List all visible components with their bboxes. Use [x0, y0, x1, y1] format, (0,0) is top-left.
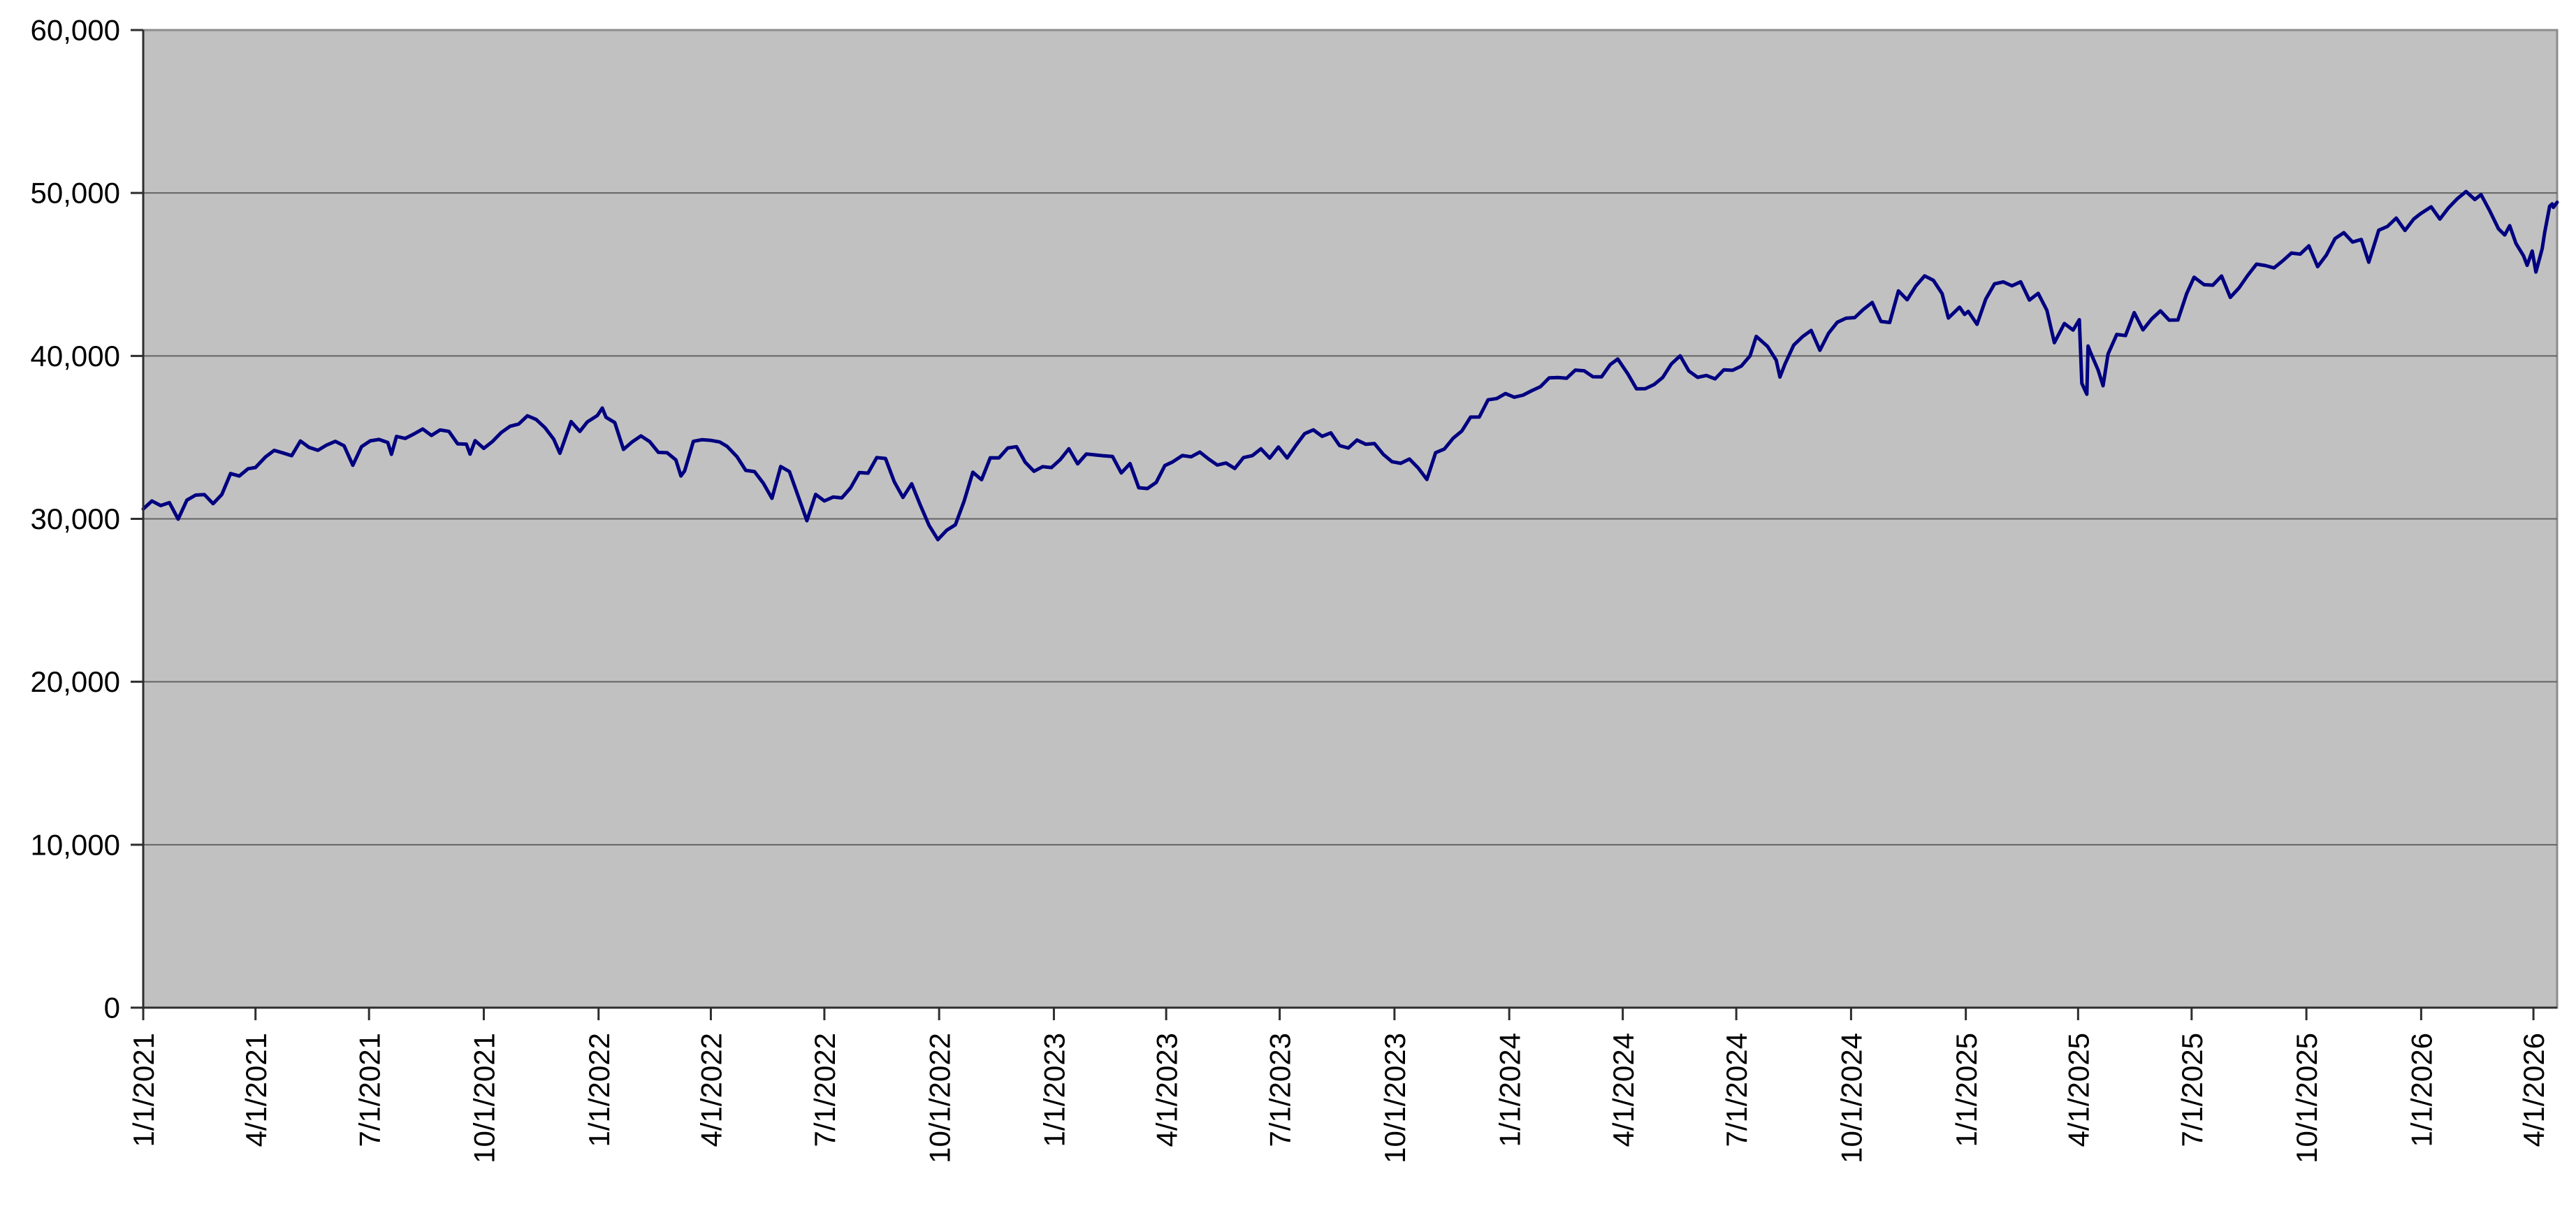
y-tick-label: 0: [104, 992, 120, 1024]
price-line: [141, 189, 2559, 542]
x-tick-label: 10/1/2022: [923, 1033, 956, 1163]
x-tick-label: 1/1/2023: [1038, 1033, 1071, 1147]
x-tick-label: 10/1/2023: [1378, 1033, 1411, 1163]
x-tick-label: 10/1/2021: [468, 1033, 501, 1163]
x-tick-label: 7/1/2023: [1264, 1033, 1297, 1147]
x-tick-label: 1/1/2025: [1950, 1033, 1983, 1147]
y-tick-label: 60,000: [31, 14, 120, 47]
x-tick-label: 4/1/2023: [1150, 1033, 1183, 1147]
x-tick-label: 7/1/2021: [353, 1033, 386, 1147]
x-tick-label: 1/1/2021: [127, 1033, 160, 1147]
x-tick-label: 10/1/2024: [1835, 1033, 1868, 1163]
y-tick-label: 50,000: [31, 177, 120, 210]
x-tick-label: 1/1/2022: [583, 1033, 616, 1147]
x-tick-label: 4/1/2022: [695, 1033, 728, 1147]
y-tick-label: 40,000: [31, 340, 120, 372]
x-tick-label: 10/1/2025: [2290, 1033, 2323, 1163]
x-tick-label: 4/1/2026: [2517, 1033, 2550, 1147]
x-tick-label: 1/1/2024: [1493, 1033, 1526, 1147]
x-tick-label: 4/1/2024: [1607, 1033, 1640, 1147]
x-tick-label: 4/1/2025: [2062, 1033, 2095, 1147]
x-tick-label: 1/1/2026: [2405, 1033, 2438, 1147]
y-tick-label: 30,000: [31, 502, 120, 535]
x-tick-label: 7/1/2025: [2176, 1033, 2208, 1147]
x-tick-label: 7/1/2024: [1720, 1033, 1753, 1147]
x-tick-label: 4/1/2021: [240, 1033, 272, 1147]
y-tick-label: 10,000: [31, 828, 120, 861]
x-tick-label: 7/1/2022: [808, 1033, 841, 1147]
y-tick-label: 20,000: [31, 665, 120, 698]
